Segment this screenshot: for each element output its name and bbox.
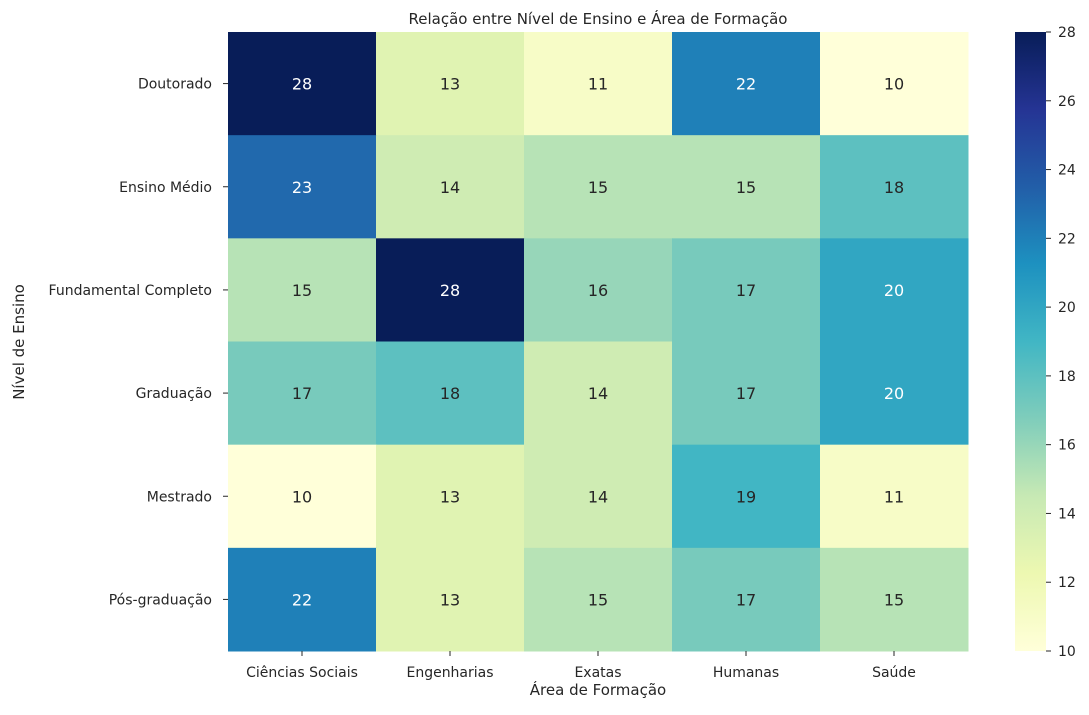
- cell-value-label: 22: [292, 590, 312, 609]
- cell-value-label: 28: [440, 281, 460, 300]
- colorbar-tick-label: 14: [1058, 506, 1076, 522]
- x-tick-label: Ciências Sociais: [246, 665, 358, 681]
- heatmap-cell: [376, 32, 525, 136]
- heatmap-cell: [228, 238, 377, 342]
- heatmap-cell: [524, 238, 673, 342]
- cell-value-label: 15: [736, 178, 756, 197]
- cell-value-label: 14: [440, 178, 460, 197]
- heatmap-cell: [524, 547, 673, 652]
- x-tick-label: Engenharias: [406, 665, 493, 681]
- y-axis-label: Nível de Ensino: [10, 284, 28, 400]
- cell-value-label: 10: [292, 487, 312, 506]
- cell-value-label: 18: [884, 178, 904, 197]
- cell-value-label: 11: [588, 75, 608, 94]
- x-tick-labels: Ciências Sociais Engenharias Exatas Humanas…: [246, 651, 916, 681]
- cell-value-label: 22: [736, 75, 756, 94]
- chart-title: Relação entre Nível de Ensino e Área de …: [409, 9, 788, 28]
- heatmap-cell: [672, 32, 821, 136]
- cell-value-label: 17: [736, 590, 756, 609]
- heatmap-cell: [376, 238, 525, 342]
- y-tick-label: Fundamental Completo: [49, 283, 212, 299]
- cell-value-label: 14: [588, 487, 608, 506]
- heatmap-cell: [820, 135, 969, 239]
- colorbar-tick-label: 10: [1058, 644, 1076, 660]
- colorbar-gradient: [1015, 32, 1046, 651]
- cell-value-label: 18: [440, 384, 460, 403]
- heatmap-cell: [376, 135, 525, 239]
- x-tick-label: Exatas: [574, 665, 621, 681]
- cell-value-label: 11: [884, 487, 904, 506]
- heatmap-cell: [820, 32, 969, 136]
- heatmap-cell: [672, 238, 821, 342]
- cell-value-label: 15: [588, 178, 608, 197]
- colorbar-tick-label: 18: [1058, 369, 1076, 385]
- heatmap-cell: [820, 547, 969, 652]
- x-tick-label: Saúde: [872, 665, 916, 681]
- heatmap-cell: [524, 341, 673, 446]
- cell-value-label: 16: [588, 281, 608, 300]
- cell-value-label: 28: [292, 75, 312, 94]
- cell-value-label: 10: [884, 75, 904, 94]
- heatmap-cell: [228, 341, 377, 446]
- heatmap-cell: [820, 444, 969, 549]
- heatmap-cell: [376, 444, 525, 549]
- cell-value-label: 15: [292, 281, 312, 300]
- cell-value-label: 17: [292, 384, 312, 403]
- heatmap-cell: [524, 32, 673, 136]
- heatmap-cell: [672, 341, 821, 446]
- heatmap-cell: [228, 444, 377, 549]
- cell-value-label: 13: [440, 487, 460, 506]
- heatmap-cell: [376, 341, 525, 446]
- cell-value-label: 19: [736, 487, 756, 506]
- heatmap-cell: [376, 547, 525, 652]
- heatmap-cell: [228, 135, 377, 239]
- y-tick-label: Pós-graduação: [109, 592, 212, 608]
- y-tick-label: Graduação: [136, 386, 212, 402]
- x-axis-label: Área de Formação: [530, 680, 666, 699]
- heatmap-cell: [524, 135, 673, 239]
- cell-value-label: 20: [884, 281, 904, 300]
- heatmap-cell: [672, 444, 821, 549]
- heatmap-cells: 28 13 11 22 10 23 14 15 15 18 15 28 16 17 20 17 18 14 17 20…: [228, 32, 969, 652]
- x-tick-label: Humanas: [713, 665, 779, 681]
- heatmap-cell: [228, 547, 377, 652]
- cell-value-label: 17: [736, 384, 756, 403]
- cell-value-label: 14: [588, 384, 608, 403]
- colorbar-tick-label: 22: [1058, 231, 1076, 247]
- y-tick-labels: Doutorado Ensino Médio Fundamental Complet…: [49, 77, 228, 608]
- heatmap-cell: [228, 32, 377, 136]
- cell-value-label: 20: [884, 384, 904, 403]
- colorbar-tick-label: 12: [1058, 575, 1076, 591]
- heatmap-cell: [524, 444, 673, 549]
- colorbar-tick-label: 24: [1058, 163, 1076, 179]
- heatmap-cell: [820, 238, 969, 342]
- cell-value-label: 13: [440, 75, 460, 94]
- heatmap-cell: [820, 341, 969, 446]
- cell-value-label: 15: [588, 590, 608, 609]
- colorbar-tick-label: 28: [1058, 25, 1076, 41]
- cell-value-label: 23: [292, 178, 312, 197]
- colorbar-tick-label: 26: [1058, 94, 1076, 110]
- cell-value-label: 15: [884, 590, 904, 609]
- heatmap-cell: [672, 547, 821, 652]
- y-tick-label: Ensino Médio: [119, 180, 212, 196]
- colorbar-tick-label: 20: [1058, 300, 1076, 316]
- cell-value-label: 17: [736, 281, 756, 300]
- colorbar: 10 12 14 16 18 20 22 24 26 28: [1015, 25, 1076, 660]
- y-tick-label: Mestrado: [147, 489, 212, 505]
- cell-value-label: 13: [440, 590, 460, 609]
- heatmap-cell: [672, 135, 821, 239]
- y-tick-label: Doutorado: [138, 77, 212, 93]
- colorbar-tick-label: 16: [1058, 438, 1076, 454]
